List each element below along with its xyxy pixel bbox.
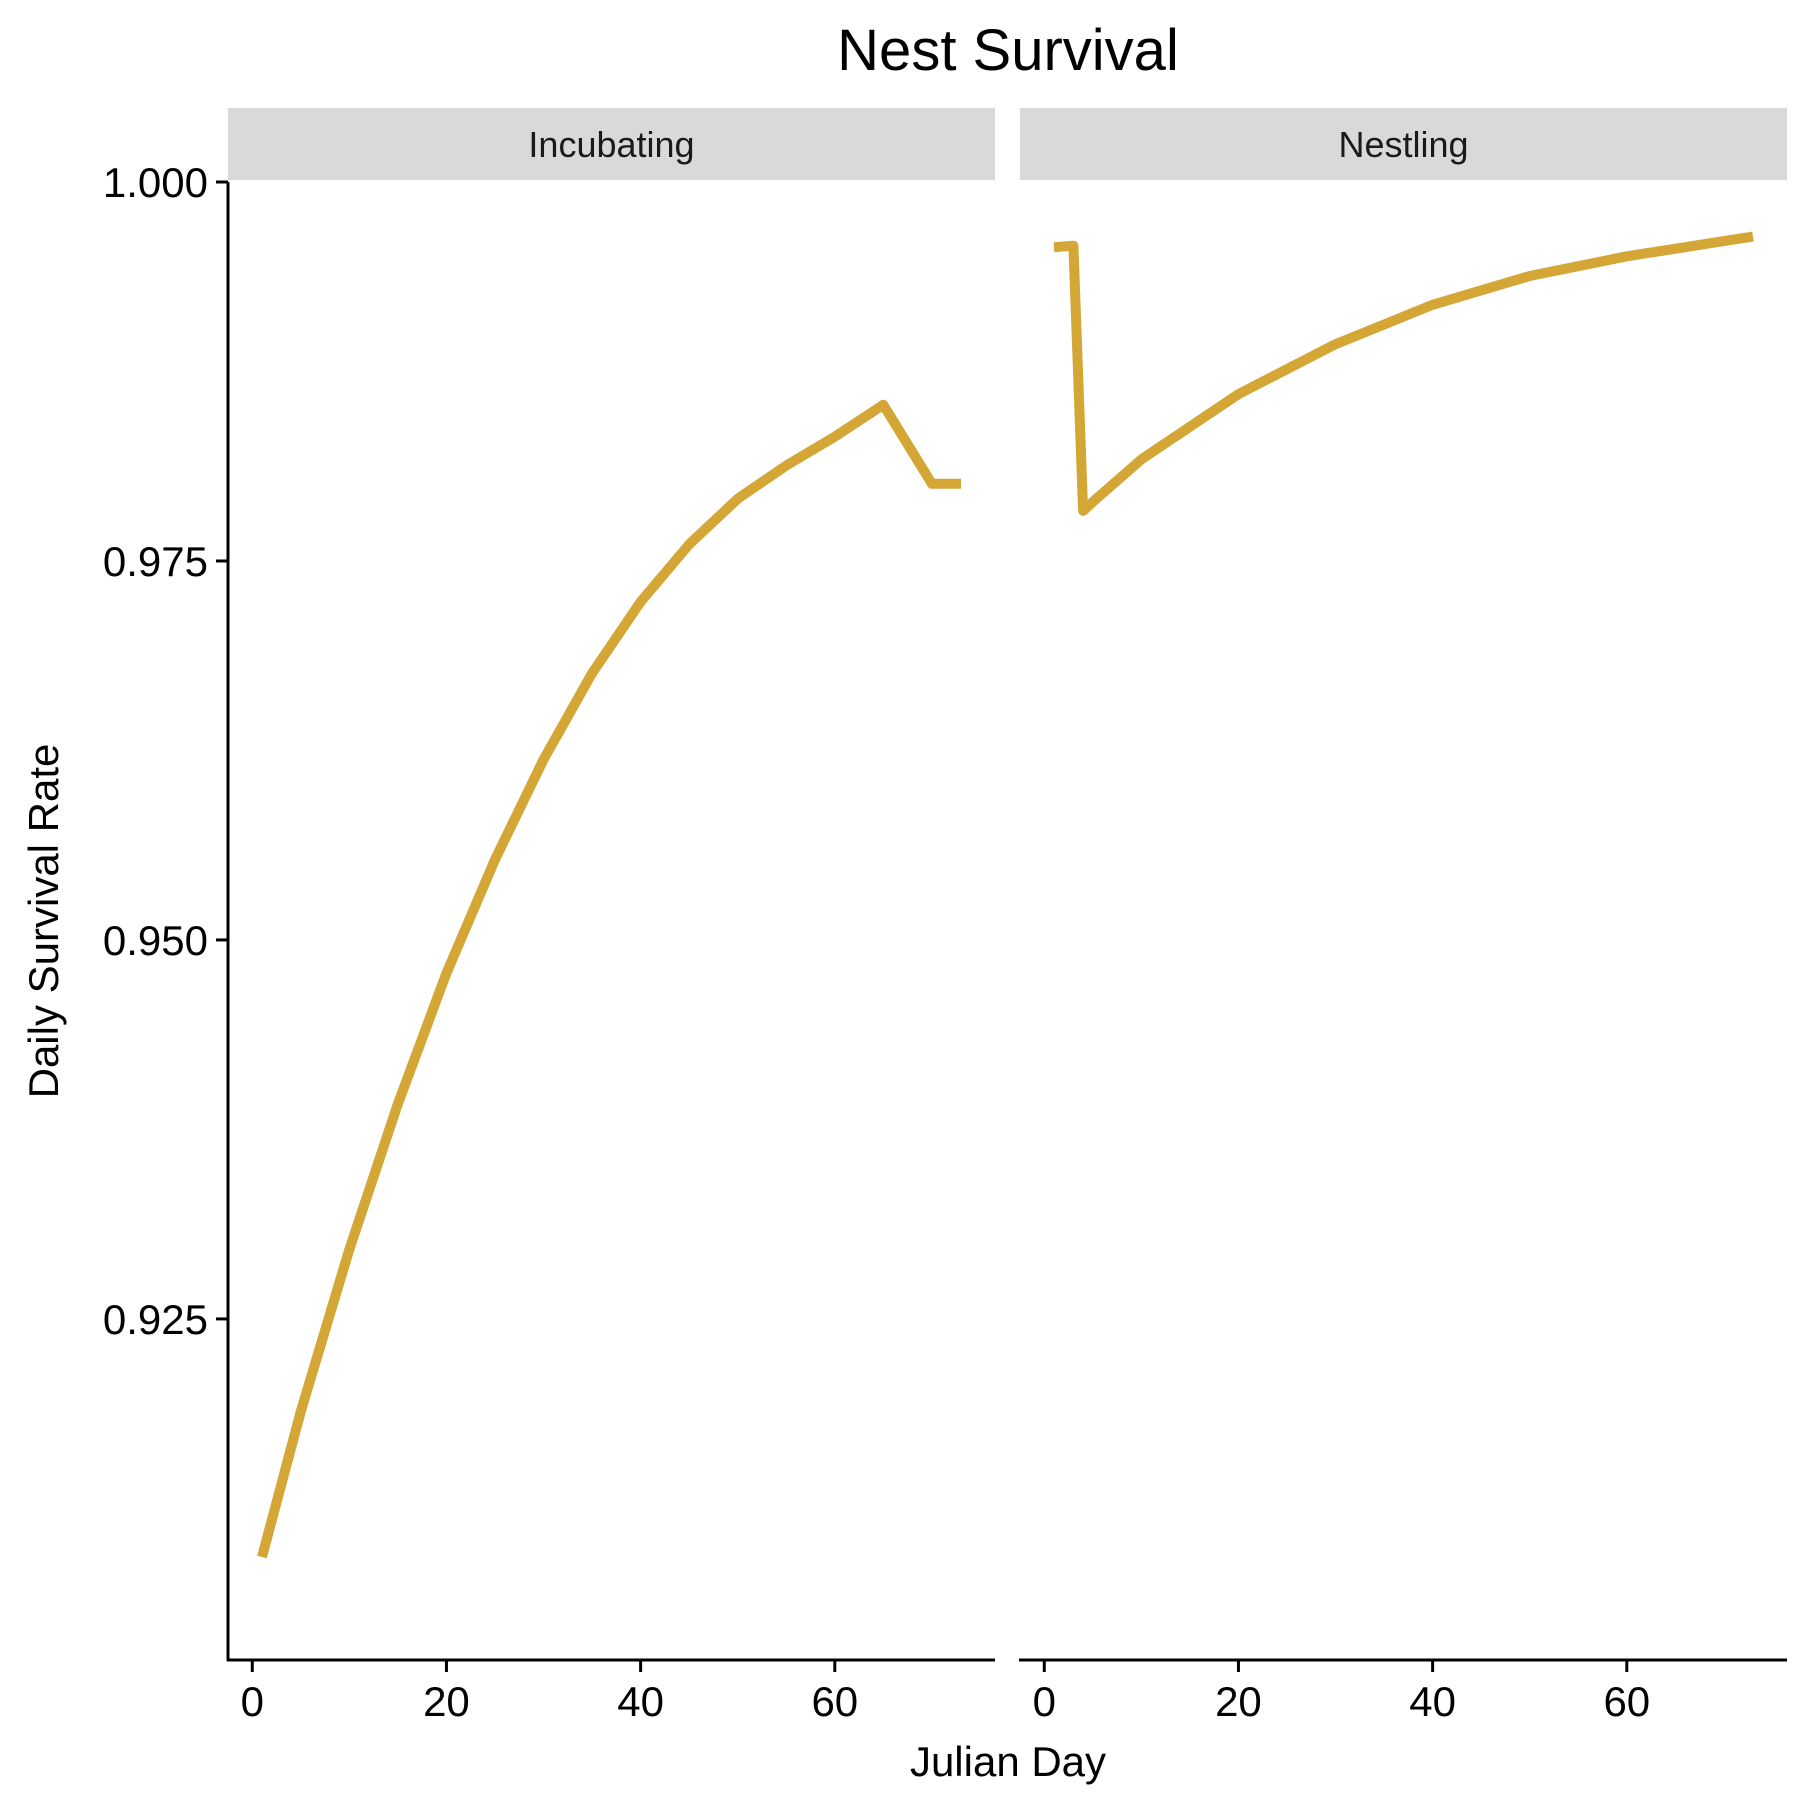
facet-strip	[228, 108, 995, 180]
y-tick-label: 0.975	[103, 538, 208, 585]
y-tick-label: 1.000	[103, 159, 208, 206]
y-tick-label: 0.950	[103, 917, 208, 964]
x-tick-label: 20	[1215, 1678, 1262, 1725]
chart-title: Nest Survival	[837, 18, 1179, 83]
x-tick-label: 20	[423, 1678, 470, 1725]
panel-nestling: Nestling 0 20 40 60	[1019, 108, 1787, 1725]
y-tick-label: 0.925	[103, 1296, 208, 1343]
chart-panels: Incubating 0 20 40 60 Nestling 0 20 40 60	[227, 108, 1787, 1725]
facet-strip-label: Nestling	[1338, 124, 1468, 165]
x-tick-label: 40	[1409, 1678, 1456, 1725]
x-tick-label: 40	[617, 1678, 664, 1725]
x-tick-label: 60	[811, 1678, 858, 1725]
facet-strip	[1020, 108, 1787, 180]
x-tick-label: 0	[241, 1678, 264, 1725]
panel-incubating: Incubating 0 20 40 60	[227, 108, 995, 1725]
facet-strip-label: Incubating	[528, 124, 694, 165]
series-line	[1053, 231, 1754, 516]
y-axis-title: Daily Survival Rate	[20, 744, 67, 1099]
x-tick-label: 60	[1603, 1678, 1650, 1725]
x-axis-title: Julian Day	[910, 1738, 1106, 1785]
y-axis: 0.925 0.950 0.975 1.000	[103, 159, 230, 1661]
x-tick-label: 0	[1033, 1678, 1056, 1725]
series-line	[257, 399, 961, 1559]
